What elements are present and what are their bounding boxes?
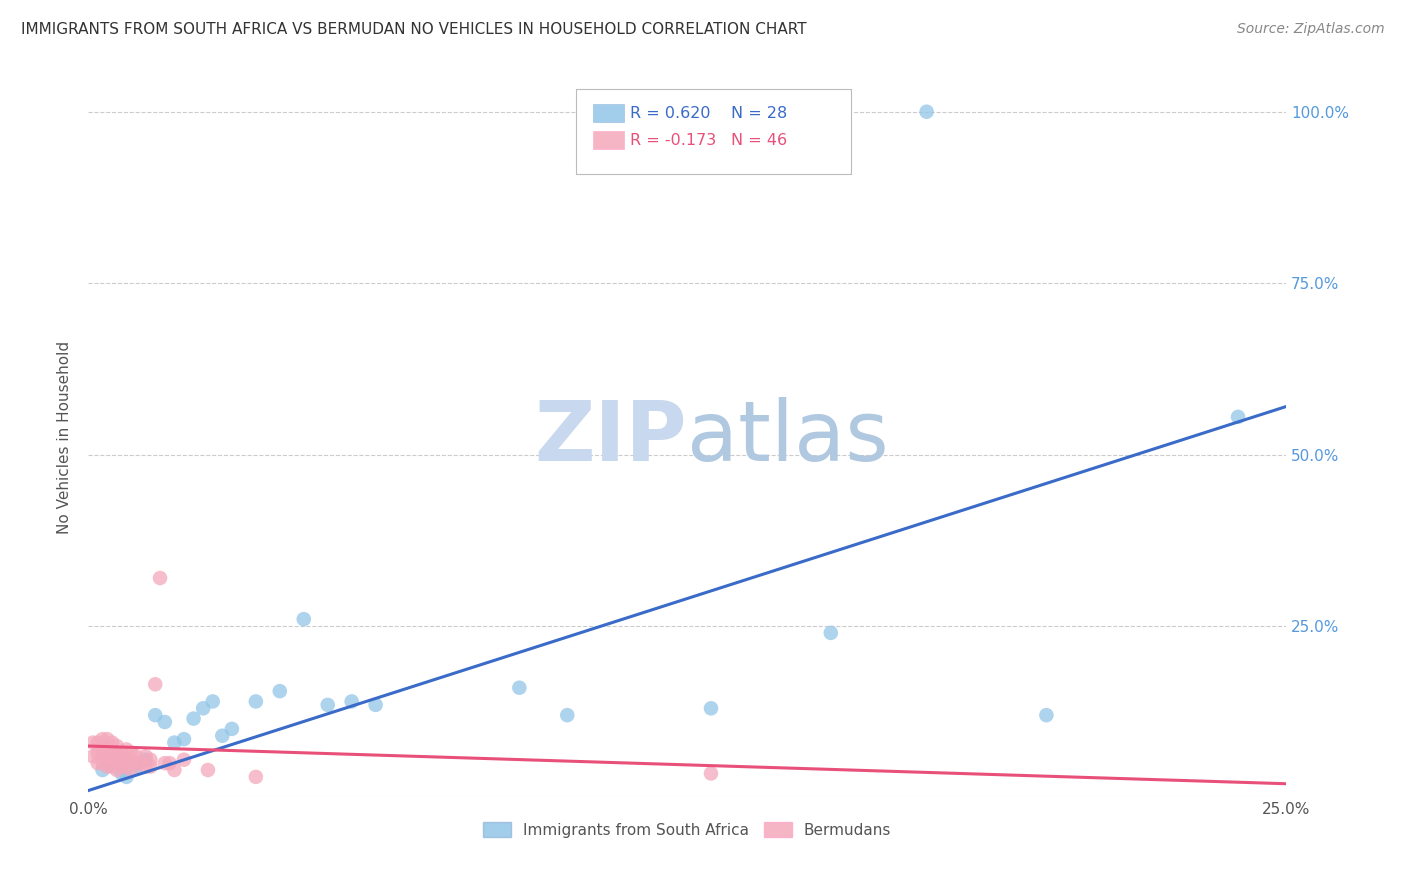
Point: [101, 753, 124, 767]
Point: [700, 701, 723, 715]
Text: N = 28: N = 28: [731, 106, 787, 120]
Point: [111, 766, 134, 780]
Point: [96, 732, 118, 747]
Point: [82, 749, 104, 764]
Point: [143, 677, 166, 691]
Point: [555, 708, 578, 723]
Point: [153, 714, 176, 729]
Point: [115, 742, 138, 756]
Point: [91, 742, 114, 756]
Text: IMMIGRANTS FROM SOUTH AFRICA VS BERMUDAN NO VEHICLES IN HOUSEHOLD CORRELATION CH: IMMIGRANTS FROM SOUTH AFRICA VS BERMUDAN…: [21, 22, 807, 37]
Point: [139, 753, 162, 767]
Point: [508, 681, 530, 695]
Point: [115, 759, 138, 773]
Point: [221, 722, 243, 736]
Point: [105, 753, 128, 767]
Point: [87, 735, 110, 749]
Point: [101, 756, 124, 771]
Point: [91, 732, 114, 747]
Point: [1227, 409, 1250, 424]
Point: [96, 759, 118, 773]
Point: [820, 625, 842, 640]
Point: [125, 756, 148, 771]
Point: [111, 753, 134, 767]
Point: [183, 712, 205, 726]
Text: ZIP: ZIP: [534, 397, 688, 478]
Point: [197, 763, 219, 777]
Text: R = 0.620: R = 0.620: [630, 106, 710, 120]
Point: [125, 759, 148, 773]
Point: [105, 763, 128, 777]
Point: [700, 766, 723, 780]
Point: [135, 749, 157, 764]
Point: [153, 756, 176, 771]
Point: [96, 742, 118, 756]
Point: [159, 756, 181, 771]
Point: [125, 749, 148, 764]
Point: [364, 698, 387, 712]
Point: [91, 749, 114, 764]
Point: [143, 708, 166, 723]
Point: [269, 684, 291, 698]
Point: [105, 746, 128, 760]
Legend: Immigrants from South Africa, Bermudans: Immigrants from South Africa, Bermudans: [477, 816, 897, 844]
Point: [101, 746, 124, 760]
Point: [87, 756, 110, 771]
Point: [163, 735, 186, 749]
Point: [101, 735, 124, 749]
Point: [915, 104, 938, 119]
Point: [129, 756, 152, 771]
Point: [245, 770, 267, 784]
Point: [96, 749, 118, 764]
Point: [163, 763, 186, 777]
Point: [120, 746, 142, 760]
Point: [139, 759, 162, 773]
Point: [149, 571, 172, 585]
Point: [91, 763, 114, 777]
Point: [191, 701, 214, 715]
Point: [91, 756, 114, 771]
Y-axis label: No Vehicles in Household: No Vehicles in Household: [58, 341, 72, 534]
Point: [135, 753, 157, 767]
Point: [120, 753, 142, 767]
Point: [87, 746, 110, 760]
Text: Source: ZipAtlas.com: Source: ZipAtlas.com: [1237, 22, 1385, 37]
Point: [1035, 708, 1057, 723]
Point: [82, 735, 104, 749]
Point: [292, 612, 315, 626]
Point: [316, 698, 339, 712]
Point: [115, 753, 138, 767]
Point: [245, 694, 267, 708]
Text: atlas: atlas: [688, 397, 889, 478]
Point: [111, 746, 134, 760]
Text: N = 46: N = 46: [731, 133, 787, 147]
Point: [105, 739, 128, 753]
Point: [101, 759, 124, 773]
Point: [115, 770, 138, 784]
Point: [135, 759, 157, 773]
Point: [111, 759, 134, 773]
Point: [120, 763, 142, 777]
Point: [211, 729, 233, 743]
Text: R = -0.173: R = -0.173: [630, 133, 716, 147]
Point: [201, 694, 224, 708]
Point: [173, 753, 195, 767]
Point: [340, 694, 363, 708]
Point: [173, 732, 195, 747]
